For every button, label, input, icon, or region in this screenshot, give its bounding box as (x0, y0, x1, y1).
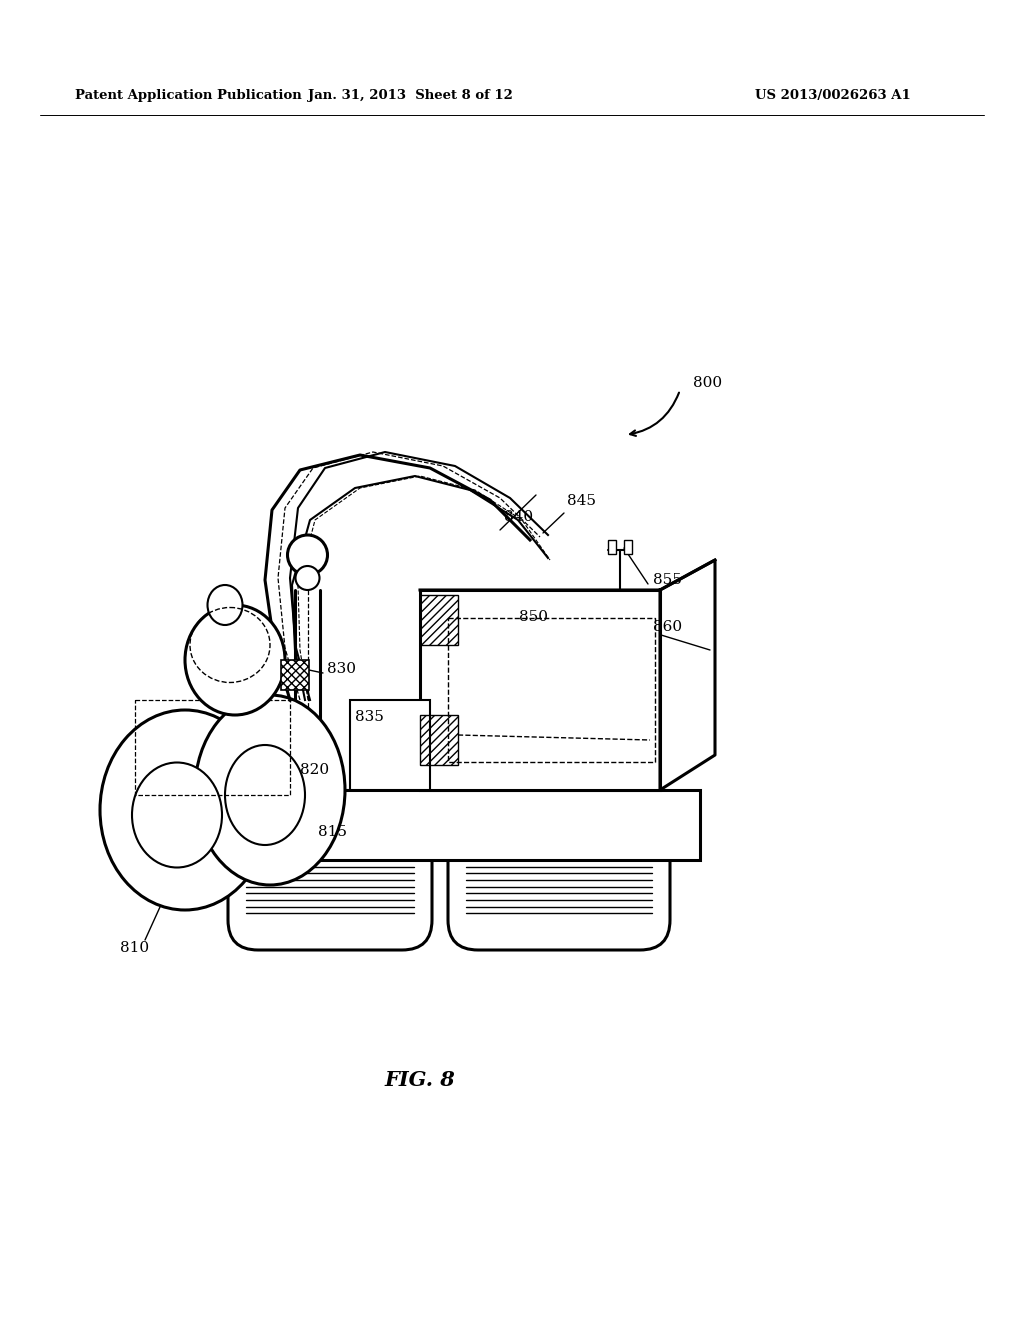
Bar (420, 590, 660, 789)
Text: 820: 820 (300, 763, 329, 777)
Text: US 2013/0026263 A1: US 2013/0026263 A1 (755, 88, 910, 102)
Bar (608, 540, 616, 554)
Bar (300, 789, 700, 861)
Bar (420, 595, 458, 645)
Bar (135, 700, 290, 795)
Bar (624, 540, 632, 554)
Text: 815: 815 (318, 825, 347, 840)
Text: 845: 845 (567, 494, 596, 508)
Bar (281, 660, 309, 690)
Text: 840: 840 (504, 510, 534, 524)
Text: 830: 830 (327, 663, 356, 676)
Circle shape (296, 566, 319, 590)
Text: 855: 855 (653, 573, 682, 587)
Text: FIG. 8: FIG. 8 (385, 1071, 456, 1090)
Text: 800: 800 (693, 376, 722, 389)
Text: 835: 835 (355, 710, 384, 723)
FancyBboxPatch shape (228, 830, 432, 950)
Text: 810: 810 (120, 941, 150, 954)
Ellipse shape (185, 605, 285, 715)
Bar (449, 618, 655, 762)
Circle shape (288, 535, 328, 576)
Ellipse shape (132, 763, 222, 867)
FancyBboxPatch shape (449, 830, 670, 950)
Bar (350, 700, 430, 789)
Text: Jan. 31, 2013  Sheet 8 of 12: Jan. 31, 2013 Sheet 8 of 12 (307, 88, 512, 102)
Ellipse shape (225, 744, 305, 845)
Text: Patent Application Publication: Patent Application Publication (75, 88, 302, 102)
Bar (420, 715, 458, 766)
Ellipse shape (195, 696, 345, 884)
Polygon shape (660, 560, 715, 789)
Text: 860: 860 (653, 620, 682, 634)
Text: 850: 850 (519, 610, 548, 624)
Ellipse shape (100, 710, 270, 909)
Ellipse shape (208, 585, 243, 624)
